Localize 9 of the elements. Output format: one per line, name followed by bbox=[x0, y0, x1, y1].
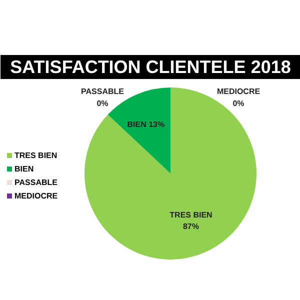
data-label: BIEN 13% bbox=[127, 120, 165, 130]
legend-label: TRES BIEN bbox=[14, 151, 58, 160]
text: PASSABLE 0% bbox=[81, 87, 124, 108]
text: MEDIOCRE 0% bbox=[216, 87, 260, 108]
legend-label: MEDIOCRE bbox=[14, 192, 58, 200]
chart-title: SATISFACTION CLIENTELE 2018 bbox=[10, 57, 291, 77]
data-label: TRES BIEN 87% bbox=[170, 210, 213, 232]
legend-label: BIEN bbox=[14, 164, 34, 174]
legend-label: PASSABLE bbox=[14, 178, 58, 187]
